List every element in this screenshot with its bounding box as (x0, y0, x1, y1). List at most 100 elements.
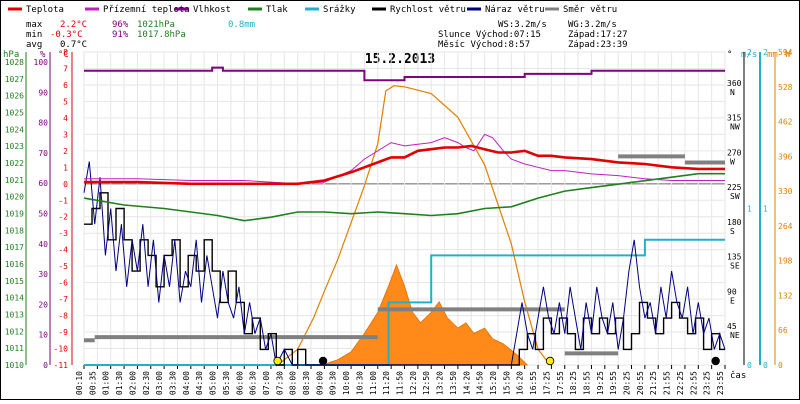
tick-radiation: 0 (778, 361, 783, 370)
tick-pressure: 1020 (5, 193, 24, 202)
tick-direction-name: SE (730, 262, 740, 271)
axis-unit-deg: ° (727, 50, 732, 60)
axis-unit-degc: °C (58, 50, 69, 60)
tick-pressure: 1011 (5, 344, 24, 353)
time-axis: 00:10 00:35 01:00 01:30 02:00 02:30 03:00 03:30… (75, 365, 726, 395)
legend-label: Přízemní teplota (103, 5, 190, 15)
tick-pressure: 1023 (5, 142, 24, 151)
pressure-line (83, 172, 725, 222)
right-axes: 360N315NW270W225SW180S135SE90E45NE210210… (727, 48, 793, 370)
time-tick-label: 08:00 (289, 371, 298, 395)
tick-pressure: 1025 (5, 109, 24, 118)
tick-radiation: 528 (778, 83, 793, 92)
axis-unit-w: W (785, 50, 791, 60)
tick-direction-name: E (730, 296, 735, 305)
axis-unit-pct: % (40, 50, 46, 60)
tick-temperature: -3 (58, 229, 68, 238)
tick-direction-name: NE (730, 331, 740, 340)
tick-pressure: 1024 (5, 125, 24, 134)
axis-unit-ms: m/s (741, 50, 757, 60)
tick-temperature: 5 (63, 97, 68, 106)
time-tick-label: 10:30 (355, 371, 364, 395)
time-tick-label: 19:55 (609, 371, 618, 395)
time-tick-label: 07:30 (275, 371, 284, 395)
sunrise-marker (273, 356, 282, 366)
rain-total: 0.8mm (228, 20, 255, 30)
temperature-line (84, 144, 725, 186)
tick-humidity: 40 (38, 240, 48, 249)
tick-pressure: 1028 (5, 58, 24, 67)
moonset-marker (711, 356, 720, 366)
tick-pressure: 1021 (5, 176, 24, 185)
time-tick-label: 12:20 (409, 371, 418, 395)
tick-radiation: 396 (778, 152, 793, 161)
time-tick-label: 15:50 (502, 371, 511, 395)
tick-direction-name: W (730, 157, 735, 166)
tick-temperature: -6 (58, 279, 68, 288)
time-tick-label: 16:20 (516, 371, 525, 395)
axis-unit-mm: mm (767, 50, 778, 60)
tick-pressure: 1017 (5, 243, 24, 252)
time-tick-label: 02:00 (128, 371, 137, 395)
tick-rain: 2 (763, 48, 768, 57)
time-tick-label: 14:20 (462, 371, 471, 395)
tick-pressure: 1027 (5, 75, 24, 84)
tick-radiation: 66 (778, 326, 788, 335)
tick-humidity: 0 (43, 361, 48, 370)
axis-unit-time: čas (730, 370, 746, 381)
tick-direction-deg: 90 (727, 287, 737, 296)
humidity-line (84, 66, 725, 82)
avg-label: avg (26, 40, 42, 50)
max-label: max (26, 20, 43, 30)
max-humidity: 96% (112, 20, 129, 30)
time-tick-label: 18:55 (582, 371, 591, 395)
time-tick-label: 00:35 (88, 371, 97, 395)
tick-pressure: 1022 (5, 159, 24, 168)
time-tick-label: 04:00 (182, 371, 191, 395)
tick-temperature: -9 (58, 328, 68, 337)
tick-pressure: 1013 (5, 311, 24, 320)
time-tick-label: 09:00 (315, 371, 324, 395)
max-pressure: 1021hPa (137, 20, 175, 30)
tick-temperature: -7 (58, 295, 68, 304)
time-tick-label: 15:20 (489, 371, 498, 395)
tick-humidity: 50 (38, 210, 48, 219)
tick-pressure: 1010 (5, 361, 24, 370)
left-axes: 1028102710261025102410231022102110201019… (5, 48, 73, 370)
tick-direction-name: NW (730, 123, 740, 132)
tick-radiation: 132 (778, 291, 793, 300)
legend-label: Teplota (26, 5, 64, 15)
time-tick-label: 20:55 (636, 371, 645, 395)
time-tick-label: 01:30 (115, 371, 124, 395)
legend: Teplota Přízemní teplota Vlhkost Tlak Srážky… (8, 5, 617, 15)
min-temp: -0.3°C (50, 30, 83, 40)
time-tick-label: 01:00 (102, 371, 111, 395)
tick-temperature: 1 (63, 163, 68, 172)
min-humidity: 91% (112, 30, 129, 40)
wind-gust-line (83, 161, 726, 367)
wind-gust-max: WG:3.2m/s (568, 20, 617, 30)
tick-direction-name: S (730, 227, 735, 236)
max-temp: 2.2°C (60, 20, 87, 30)
tick-direction-deg: 225 (727, 183, 742, 192)
tick-temperature: 2 (63, 147, 68, 156)
tick-direction-deg: 180 (727, 218, 742, 227)
tick-humidity: 80 (38, 119, 48, 128)
tick-temperature: -1 (58, 196, 68, 205)
time-tick-label: 05:30 (222, 371, 231, 395)
time-tick-label: 06:00 (235, 371, 244, 395)
tick-temperature: 8 (63, 48, 68, 57)
tick-rain: 0 (763, 361, 768, 370)
moonrise-marker (318, 356, 328, 366)
tick-radiation: 264 (778, 222, 793, 231)
time-tick-label: 12:50 (422, 371, 431, 395)
stats-block: max min avg 2.2°C -0.3°C 0.7°C 96% 91% 1… (26, 20, 628, 50)
time-tick-label: 11:20 (382, 371, 391, 395)
time-tick-label: 04:30 (195, 371, 204, 395)
tick-direction-deg: 360 (727, 79, 742, 88)
time-tick-label: 22:55 (689, 371, 698, 395)
legend-label: Směr větru (563, 5, 617, 15)
tick-radiation: 330 (778, 187, 793, 196)
tick-temperature: 7 (63, 64, 68, 73)
time-tick-label: 00:10 (75, 371, 84, 395)
